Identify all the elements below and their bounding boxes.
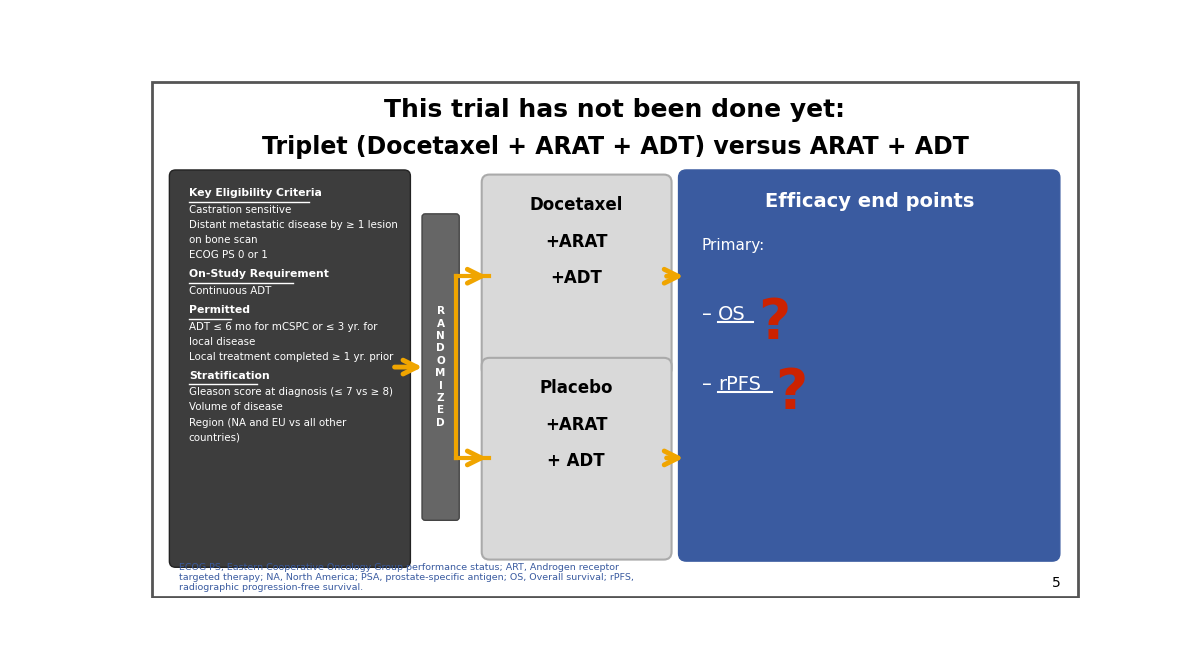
Text: Docetaxel: Docetaxel <box>529 196 623 214</box>
Text: Continuous ADT: Continuous ADT <box>188 286 271 296</box>
Text: Castration sensitive: Castration sensitive <box>188 205 292 215</box>
Text: rPFS: rPFS <box>718 375 761 394</box>
Text: Triplet (Docetaxel + ARAT + ADT) versus ARAT + ADT: Triplet (Docetaxel + ARAT + ADT) versus … <box>262 134 968 159</box>
Text: Stratification: Stratification <box>188 371 270 381</box>
Text: local disease: local disease <box>188 337 256 347</box>
Text: 5: 5 <box>1052 577 1061 591</box>
FancyBboxPatch shape <box>481 175 672 376</box>
Text: +ADT: +ADT <box>551 269 602 288</box>
Text: Gleason score at diagnosis (≤ 7 vs ≥ 8): Gleason score at diagnosis (≤ 7 vs ≥ 8) <box>188 388 392 397</box>
FancyBboxPatch shape <box>169 170 410 567</box>
Text: –: – <box>702 306 712 325</box>
Text: Key Eligibility Criteria: Key Eligibility Criteria <box>188 188 322 198</box>
Text: Placebo: Placebo <box>540 380 613 397</box>
Text: ?: ? <box>757 296 790 350</box>
Text: –: – <box>702 375 712 394</box>
FancyBboxPatch shape <box>678 170 1060 561</box>
Text: This trial has not been done yet:: This trial has not been done yet: <box>384 97 846 122</box>
Text: +ARAT: +ARAT <box>545 415 607 433</box>
FancyBboxPatch shape <box>481 358 672 560</box>
Text: + ADT: + ADT <box>547 452 605 470</box>
Text: Distant metastatic disease by ≥ 1 lesion: Distant metastatic disease by ≥ 1 lesion <box>188 220 397 230</box>
Text: Local treatment completed ≥ 1 yr. prior: Local treatment completed ≥ 1 yr. prior <box>188 351 394 362</box>
Text: R
A
N
D
O
M
I
Z
E
D: R A N D O M I Z E D <box>436 306 446 428</box>
Text: Region (NA and EU vs all other: Region (NA and EU vs all other <box>188 417 346 427</box>
Text: Volume of disease: Volume of disease <box>188 403 282 413</box>
FancyBboxPatch shape <box>422 214 460 520</box>
Text: Efficacy end points: Efficacy end points <box>764 192 974 210</box>
Text: OS: OS <box>718 306 746 325</box>
Text: on bone scan: on bone scan <box>188 235 257 245</box>
Text: ADT ≤ 6 mo for mCSPC or ≤ 3 yr. for: ADT ≤ 6 mo for mCSPC or ≤ 3 yr. for <box>188 322 377 332</box>
Text: Permitted: Permitted <box>188 305 250 315</box>
Text: Primary:: Primary: <box>702 238 766 253</box>
Text: ECOG PS 0 or 1: ECOG PS 0 or 1 <box>188 250 268 260</box>
Text: countries): countries) <box>188 433 241 443</box>
Text: ECOG PS, Eastern Cooperative Oncology Group performance status; ART, Androgen re: ECOG PS, Eastern Cooperative Oncology Gr… <box>180 562 635 593</box>
Text: On-Study Requirement: On-Study Requirement <box>188 269 329 280</box>
Text: ?: ? <box>775 366 808 419</box>
Text: +ARAT: +ARAT <box>545 233 607 251</box>
